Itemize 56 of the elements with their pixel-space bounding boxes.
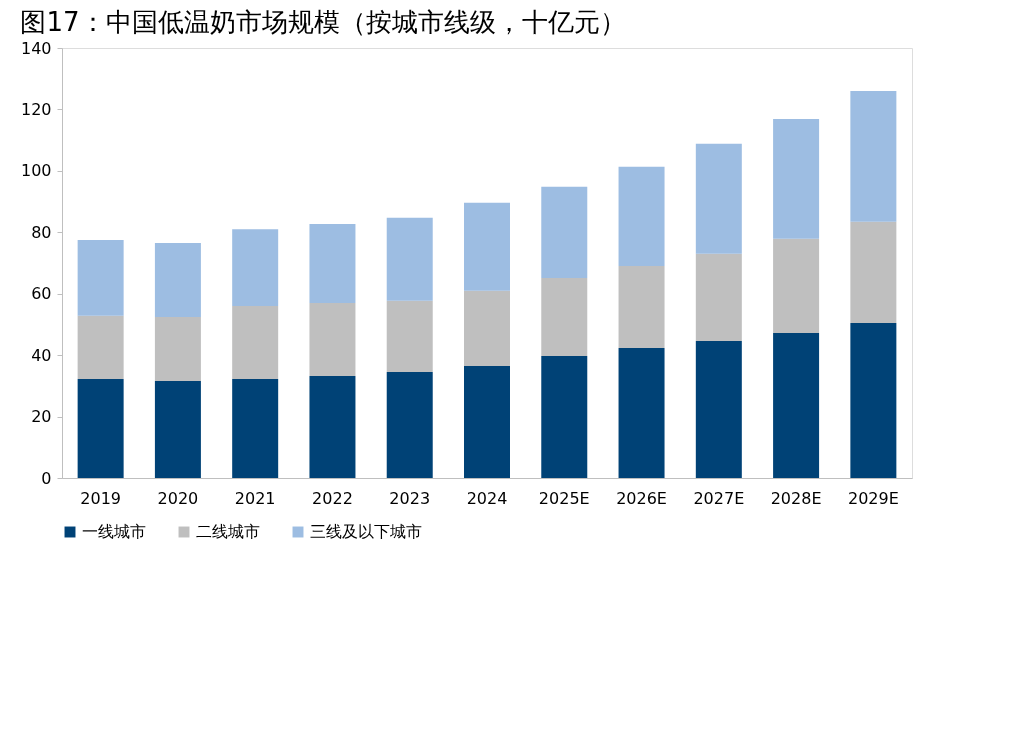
x-tick-label: 2027E xyxy=(693,488,745,508)
bar xyxy=(386,372,433,478)
bar xyxy=(541,278,588,357)
bar xyxy=(232,379,279,478)
bar xyxy=(309,223,356,303)
bar xyxy=(154,317,201,381)
y-tick-label: 40 xyxy=(31,345,52,365)
x-tick-label: 2019 xyxy=(80,488,121,508)
bar xyxy=(541,356,588,478)
bar xyxy=(773,238,820,334)
x-tick-label: 2020 xyxy=(157,488,199,508)
bar xyxy=(464,290,510,366)
bar xyxy=(154,380,201,478)
bar xyxy=(464,365,510,478)
x-tick-label: 2028E xyxy=(770,488,822,508)
bar xyxy=(232,306,279,380)
bar xyxy=(386,300,433,373)
legend-label: 三线及以下城市 xyxy=(310,522,422,541)
bar xyxy=(850,322,897,478)
y-tick-label: 0 xyxy=(41,468,52,488)
bar xyxy=(618,348,665,478)
bar xyxy=(773,118,820,239)
y-tick-label: 120 xyxy=(20,99,52,119)
bar xyxy=(154,243,201,318)
bar xyxy=(77,379,124,478)
bar xyxy=(773,333,820,478)
bar xyxy=(464,202,510,291)
bar xyxy=(232,229,279,306)
bar xyxy=(618,266,665,349)
y-tick-label: 20 xyxy=(31,407,52,427)
x-tick-label: 2029E xyxy=(847,488,899,508)
y-tick-label: 80 xyxy=(31,222,52,242)
y-tick-label: 100 xyxy=(20,161,52,181)
bar xyxy=(695,253,742,342)
bar xyxy=(850,221,897,323)
x-tick-label: 2026E xyxy=(616,488,667,508)
bar xyxy=(618,166,665,267)
bar xyxy=(77,315,124,380)
bar xyxy=(850,91,897,222)
bar xyxy=(386,217,433,301)
x-tick-label: 2023 xyxy=(389,488,431,508)
x-tick-label: 2021 xyxy=(234,488,276,508)
x-tick-label: 2025E xyxy=(538,488,590,508)
y-tick-label: 60 xyxy=(31,284,52,304)
y-tick-label: 140 xyxy=(20,38,52,58)
bar xyxy=(77,239,124,316)
legend-label: 二线城市 xyxy=(196,522,260,541)
legend-label: 一线城市 xyxy=(82,522,146,541)
bar xyxy=(309,376,356,478)
bar xyxy=(695,341,742,478)
bar xyxy=(309,302,356,377)
bar xyxy=(541,186,588,279)
x-tick-label: 2024 xyxy=(466,488,508,508)
x-tick-label: 2022 xyxy=(312,488,353,508)
chart-title: 图17：中国低温奶市场规模（按城市线级，十亿元） xyxy=(20,7,626,37)
bar xyxy=(695,143,742,254)
